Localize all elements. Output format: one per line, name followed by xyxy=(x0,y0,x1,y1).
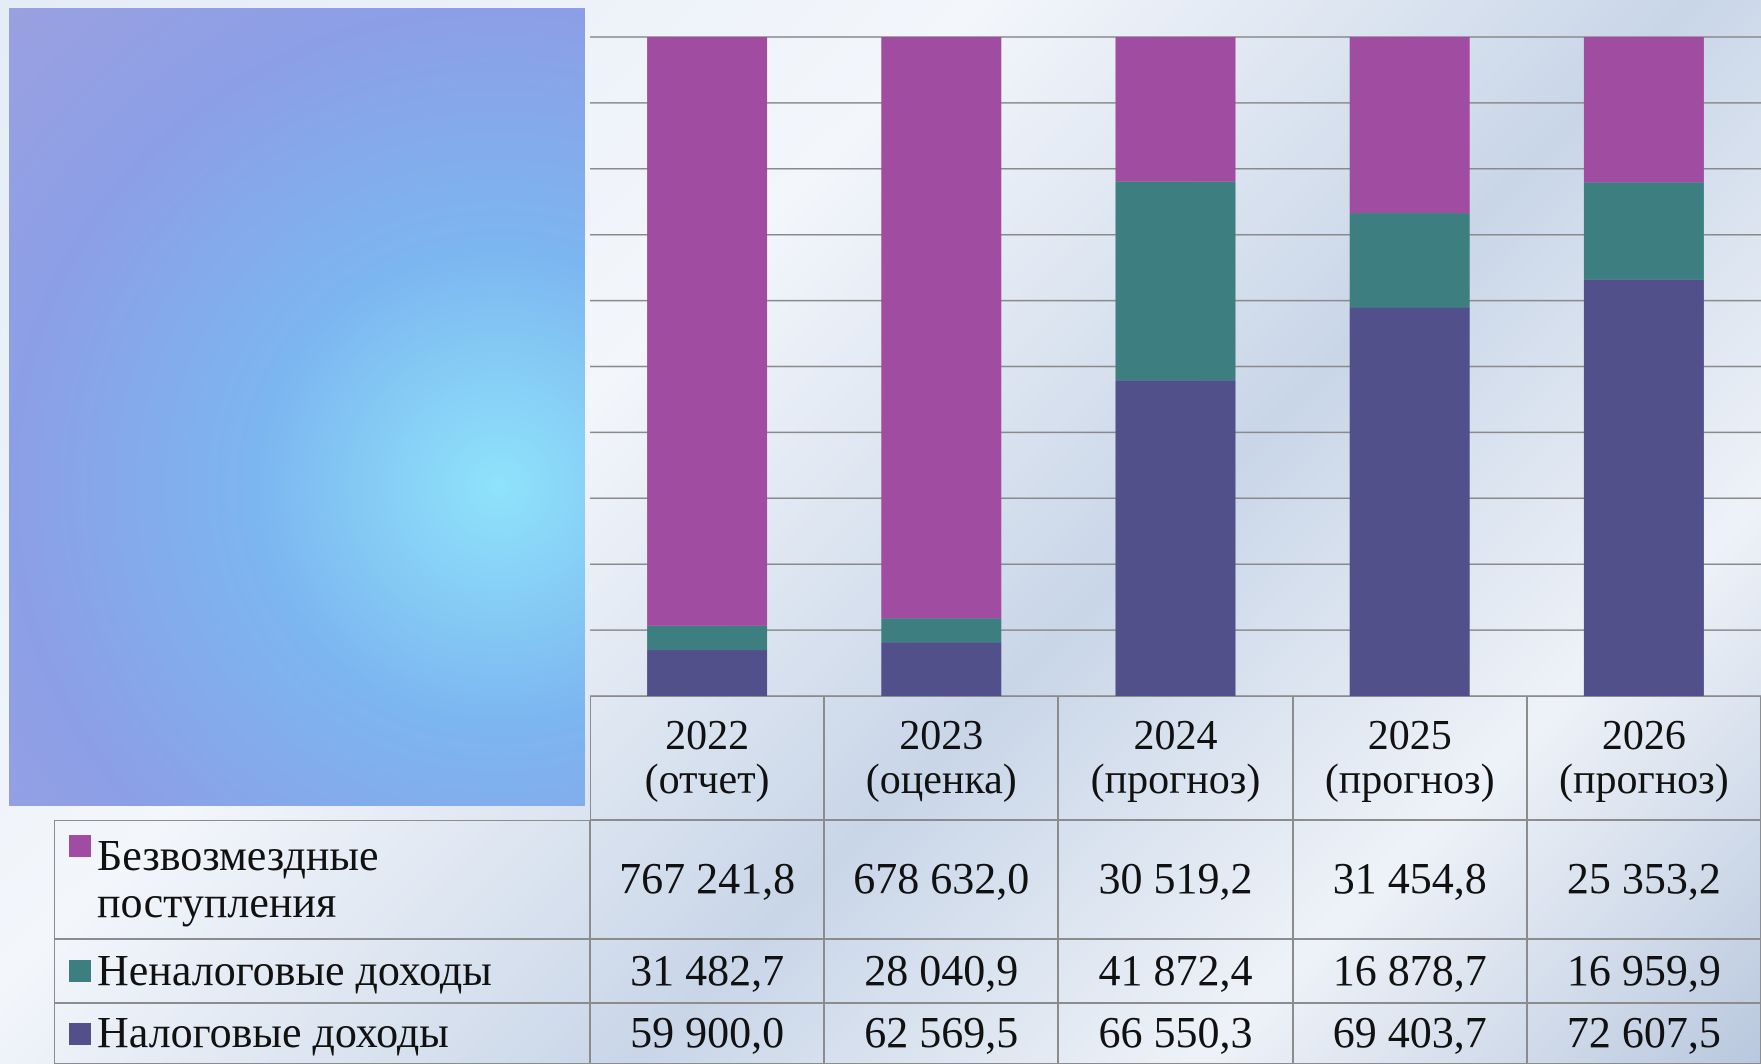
legend-label: Неналоговые доходы xyxy=(97,945,492,995)
value-label: 31 454,8 xyxy=(1292,820,1527,939)
bar-segment xyxy=(647,37,768,626)
bar-segment xyxy=(1349,213,1470,308)
value-label: 30 519,2 xyxy=(1058,820,1293,939)
legend-entry: Налоговые доходы xyxy=(54,1003,590,1064)
category-label: 2026 (прогноз) xyxy=(1526,696,1761,820)
category-label: 2023 (оценка) xyxy=(824,696,1059,820)
legend-swatch xyxy=(69,1022,91,1045)
value-label: 25 353,2 xyxy=(1526,820,1761,939)
value-label: 59 900,0 xyxy=(590,1003,825,1064)
category-label: 2022 (отчет) xyxy=(590,696,825,820)
legend-swatch xyxy=(69,835,91,857)
bar-segment xyxy=(1115,181,1236,381)
bar-segment xyxy=(1115,380,1236,696)
value-label: 16 959,9 xyxy=(1526,939,1761,1003)
bar-segment xyxy=(1349,37,1470,214)
legend-entry: Безвозмездные поступления xyxy=(54,820,590,939)
bar-segment xyxy=(1583,279,1704,696)
legend-entry: Неналоговые доходы xyxy=(54,939,590,1003)
value-label: 66 550,3 xyxy=(1058,1003,1293,1064)
value-label: 28 040,9 xyxy=(824,939,1059,1003)
value-label: 62 569,5 xyxy=(824,1003,1059,1064)
value-label: 31 482,7 xyxy=(590,939,825,1003)
bar-segment xyxy=(1583,182,1704,280)
bar-segment xyxy=(881,642,1002,696)
bar-segment xyxy=(1115,37,1236,182)
bar-segment xyxy=(1349,307,1470,696)
value-label: 16 878,7 xyxy=(1292,939,1527,1003)
bar-segment xyxy=(881,37,1002,619)
value-label: 69 403,7 xyxy=(1292,1003,1527,1064)
bar-segment xyxy=(881,618,1002,643)
bar-segment xyxy=(647,625,768,651)
value-label: 678 632,0 xyxy=(824,820,1059,939)
bar-segment xyxy=(647,650,768,696)
bar-segment xyxy=(1583,37,1704,183)
legend-label: Безвозмездные поступления xyxy=(97,831,379,927)
value-label: 41 872,4 xyxy=(1058,939,1293,1003)
category-label: 2025 (прогноз) xyxy=(1292,696,1527,820)
decor-panel xyxy=(9,8,585,806)
value-label: 767 241,8 xyxy=(590,820,825,939)
value-label: 72 607,5 xyxy=(1526,1003,1761,1064)
legend-swatch xyxy=(69,960,91,982)
legend-label: Налоговые доходы xyxy=(97,1008,449,1058)
category-label: 2024 (прогноз) xyxy=(1058,696,1293,820)
